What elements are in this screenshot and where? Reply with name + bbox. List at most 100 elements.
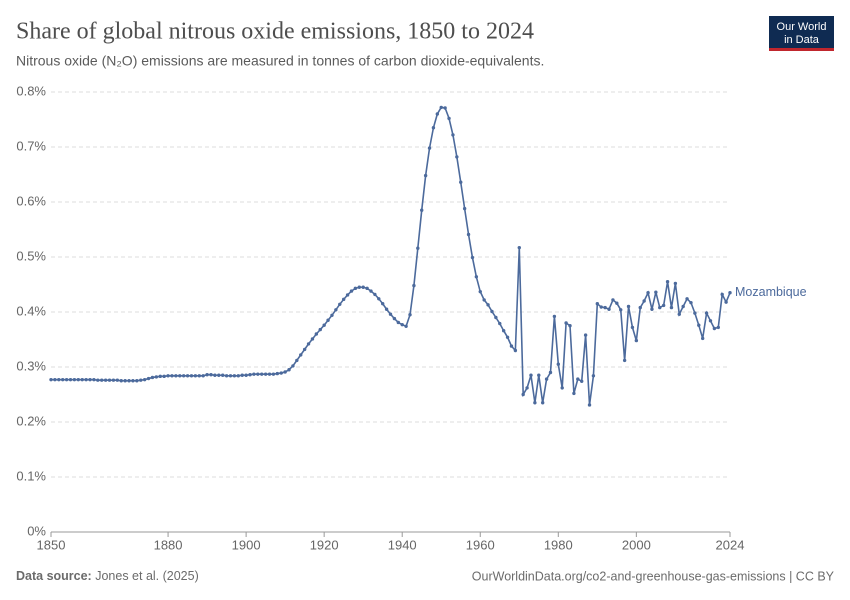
data-point [587, 403, 592, 407]
data-point [271, 372, 276, 376]
data-point [720, 292, 724, 297]
data-point [513, 348, 518, 353]
data-point [330, 313, 334, 317]
data-point [181, 374, 186, 378]
data-point [96, 378, 100, 382]
x-tick-label: 1880 [154, 537, 183, 552]
data-point [704, 311, 709, 315]
data-point [279, 371, 283, 375]
data-point [224, 374, 229, 378]
data-point [326, 318, 330, 322]
data-point [435, 112, 440, 116]
data-point [603, 305, 607, 310]
data-point [661, 303, 666, 308]
x-tick-label: 1900 [232, 537, 261, 552]
data-point [302, 347, 307, 352]
data-point [443, 106, 447, 110]
data-point [377, 297, 381, 301]
data-point [404, 324, 408, 328]
data-point [189, 374, 194, 378]
data-point [572, 391, 576, 396]
data-point [619, 308, 623, 312]
data-point [217, 373, 221, 377]
data-point [139, 378, 143, 382]
data-point [685, 297, 689, 301]
data-point [201, 374, 205, 378]
data-point [478, 289, 482, 294]
data-point [548, 370, 553, 375]
y-tick-label: 0.4% [16, 303, 46, 318]
data-point [150, 375, 155, 380]
data-point [334, 308, 338, 312]
data-point [392, 316, 397, 321]
data-point [630, 325, 635, 330]
y-tick-label: 0.2% [16, 413, 46, 428]
chart-title: Share of global nitrous oxide emissions,… [16, 19, 534, 45]
data-point [724, 300, 728, 304]
data-point [591, 374, 596, 378]
data-point [521, 392, 525, 397]
data-point [283, 370, 287, 374]
data-point [490, 309, 494, 314]
logo-box [769, 16, 834, 50]
data-point [611, 298, 615, 302]
chart-subtitle: Nitrous oxide (N₂O) emissions are measur… [16, 53, 544, 69]
data-point [100, 378, 104, 382]
data-point [470, 255, 475, 260]
data-point [669, 305, 674, 310]
data-point [693, 311, 697, 315]
data-point [193, 374, 198, 378]
data-point [681, 304, 685, 309]
data-point [412, 283, 416, 288]
data-point [388, 312, 393, 316]
data-point [88, 377, 92, 382]
x-tick-label: 1850 [37, 537, 66, 552]
data-point [357, 285, 361, 289]
x-tick-label: 1980 [544, 537, 573, 552]
data-point [466, 232, 471, 237]
data-point [127, 379, 131, 383]
data-point [256, 372, 260, 376]
data-point [697, 323, 701, 327]
x-tick-label: 1920 [310, 537, 339, 552]
data-point [420, 208, 424, 212]
y-tick-label: 0.6% [16, 193, 46, 208]
data-point [205, 373, 209, 377]
x-tick-label: 1940 [388, 537, 417, 552]
data-point [361, 285, 365, 289]
series-label: Mozambique [735, 285, 807, 299]
data-point [213, 373, 217, 377]
data-point [135, 379, 139, 383]
data-point [142, 377, 147, 382]
data-point [501, 329, 506, 333]
data-point [92, 377, 96, 382]
data-point [57, 377, 61, 382]
data-point [486, 303, 490, 307]
logo: Our World in Data [769, 16, 834, 51]
source-label: Data source: [16, 569, 92, 583]
x-tick-label: 2000 [622, 537, 651, 552]
data-point [80, 377, 84, 382]
data-point [146, 376, 151, 381]
y-tick-label: 0.8% [16, 83, 46, 98]
data-point [529, 373, 533, 377]
data-point [451, 133, 455, 137]
data-point [228, 374, 233, 378]
data-point [49, 377, 53, 382]
data-point [380, 302, 385, 306]
y-tick-label: 0.3% [16, 358, 46, 373]
footer-url: OurWorldinData.org/co2-and-greenhouse-ga… [472, 569, 835, 583]
data-point [349, 289, 354, 293]
data-point [576, 377, 580, 381]
data-point [170, 374, 174, 378]
data-point [232, 374, 237, 378]
data-point [306, 342, 311, 346]
data-point [299, 353, 303, 357]
data-point [560, 386, 564, 390]
data-point [665, 280, 670, 284]
data-point [369, 289, 373, 293]
data-point [103, 378, 108, 382]
footer-source: Data source: Jones et al. (2025) [16, 569, 199, 583]
data-point [638, 305, 642, 310]
source: Jones et al. (2025) [95, 569, 199, 583]
